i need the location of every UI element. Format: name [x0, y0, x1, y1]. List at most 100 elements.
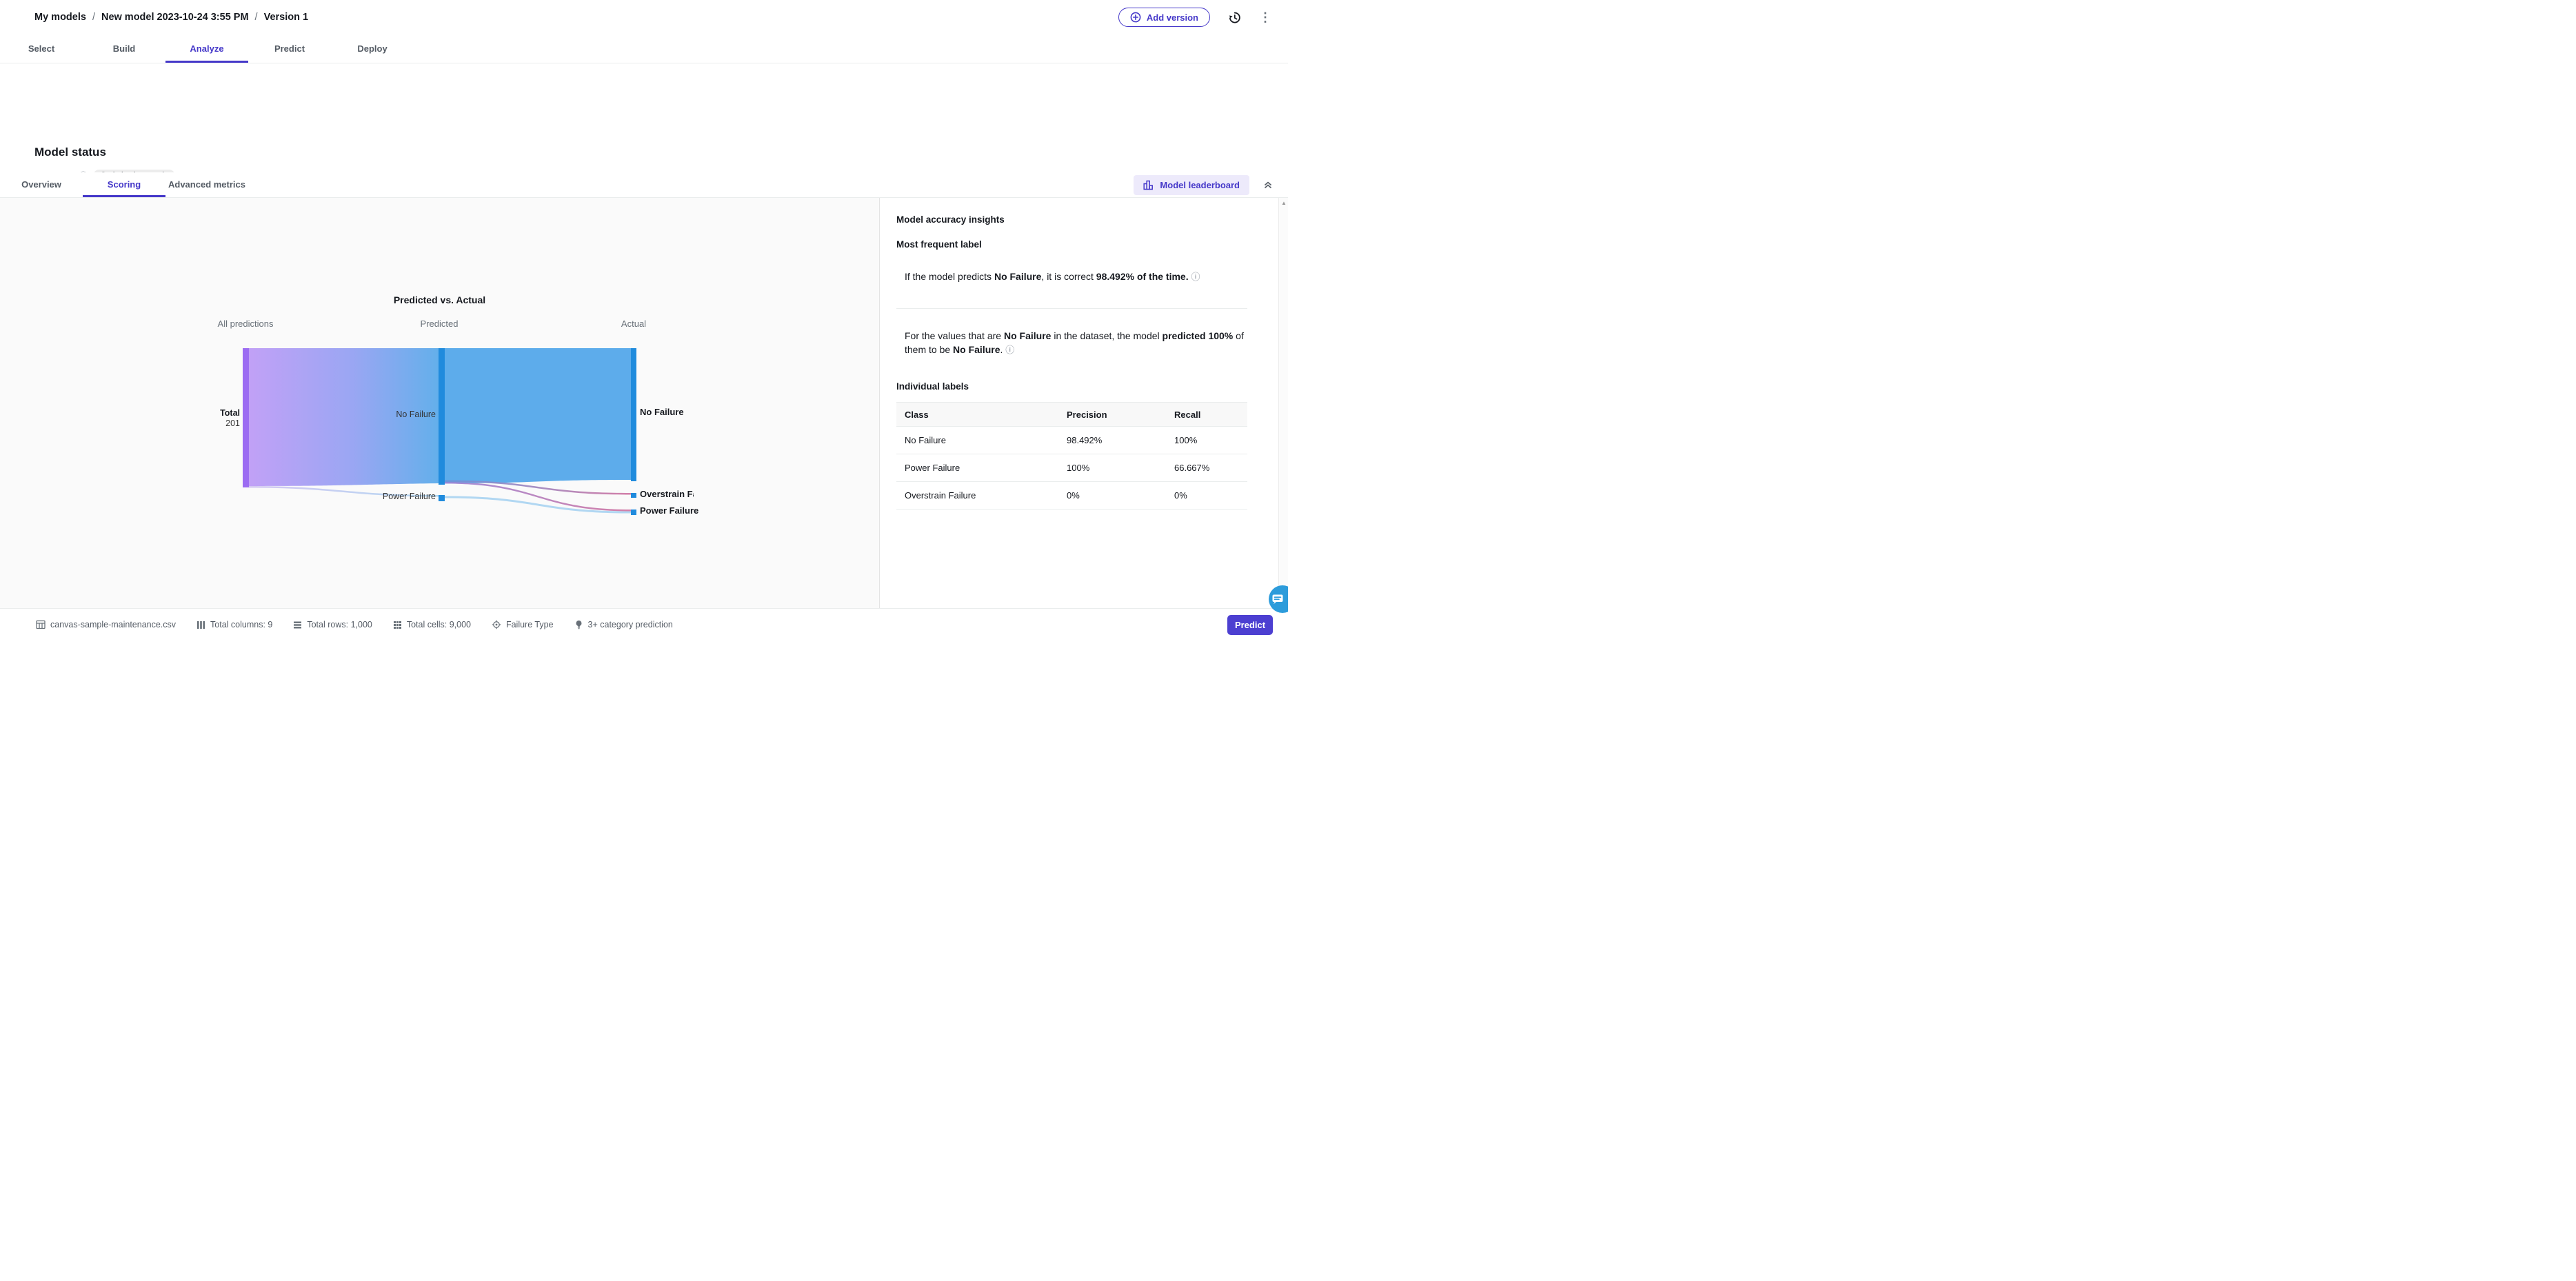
model-insights-panel: Model accuracy insights Most frequent la…	[879, 198, 1288, 608]
cell-class: Power Failure	[905, 463, 960, 473]
node-predicted-no-failure[interactable]	[439, 348, 445, 485]
breadcrumb-my-models[interactable]: My models	[34, 12, 86, 23]
scrollbar-up-arrow[interactable]: ▲	[1281, 200, 1287, 206]
breadcrumb-separator: /	[92, 12, 95, 23]
text-segment: If the model predicts	[905, 271, 994, 282]
breadcrumb-version[interactable]: Version 1	[263, 12, 309, 23]
double-chevron-up-icon	[1263, 180, 1273, 190]
bottom-predict-button[interactable]: Predict	[1227, 614, 1273, 635]
primary-tab-bar: Select Build Analyze Predict Deploy	[0, 34, 1288, 63]
kebab-icon: ⋮	[1259, 10, 1271, 24]
text-segment-bold: predicted 100%	[1162, 330, 1234, 341]
subtab-advanced-metrics[interactable]: Advanced metrics	[168, 179, 245, 190]
bar-chart-icon	[1143, 180, 1154, 190]
column-header-predicted: Predicted	[420, 319, 459, 329]
tab-select[interactable]: Select	[28, 43, 55, 54]
subtab-overview[interactable]: Overview	[21, 179, 61, 190]
individual-labels-title: Individual labels	[896, 381, 969, 392]
text-segment: .	[1000, 344, 1003, 356]
node-actual-no-failure[interactable]	[631, 348, 636, 481]
collapse-panel-button[interactable]	[1263, 180, 1273, 190]
plus-circle-icon	[1130, 12, 1141, 23]
model-status-section: Model status Accuracy ⓘ Optimization met…	[0, 63, 1288, 224]
info-icon[interactable]: ⓘ	[1191, 272, 1200, 282]
app-window: My models / New model 2023-10-24 3:55 PM…	[0, 0, 1288, 640]
rows-icon	[293, 621, 302, 629]
dataset-file-item[interactable]: canvas-sample-maintenance.csv	[36, 620, 176, 629]
spreadsheet-icon	[36, 620, 46, 629]
target-icon	[492, 620, 501, 629]
node-actual-power-failure[interactable]	[631, 510, 636, 515]
add-version-button[interactable]: Add version	[1118, 8, 1210, 27]
subtab-actions: Model leaderboard	[1134, 172, 1288, 197]
model-status-title: Model status	[34, 145, 106, 159]
sankey-predicted-power-failure-label: Power Failure	[382, 492, 436, 501]
total-columns-label: Total columns: 9	[210, 620, 273, 629]
chat-bubble-icon	[1271, 593, 1284, 605]
flow-no-failure-to-no-failure	[445, 348, 631, 483]
insights-divider	[896, 308, 1247, 309]
column-header-recall: Recall	[1174, 409, 1201, 420]
columns-icon	[197, 621, 205, 629]
tab-deploy[interactable]: Deploy	[357, 43, 388, 54]
chart-title: Predicted vs. Actual	[393, 294, 486, 305]
tab-build[interactable]: Build	[112, 43, 136, 54]
insight-precision-statement: If the model predicts No Failure, it is …	[905, 270, 1249, 284]
column-header-precision: Precision	[1067, 409, 1107, 420]
dataset-status-bar: canvas-sample-maintenance.csv Total colu…	[0, 608, 1288, 640]
cell-class: Overstrain Failure	[905, 490, 976, 501]
flow-no-failure-to-power-failure	[445, 482, 631, 512]
dataset-file-label: canvas-sample-maintenance.csv	[50, 620, 177, 629]
scoring-chart-panel: Predicted vs. Actual All predictions Pre…	[0, 198, 879, 608]
breadcrumb: My models / New model 2023-10-24 3:55 PM…	[34, 12, 308, 23]
total-rows-label: Total rows: 1,000	[307, 620, 372, 629]
cell-recall: 100%	[1174, 435, 1198, 445]
cell-precision: 100%	[1067, 463, 1090, 473]
table-row[interactable]: Power Failure 100% 66.667%	[896, 454, 1247, 482]
history-icon	[1228, 11, 1241, 24]
text-segment: of them to be	[905, 330, 1244, 356]
info-icon[interactable]: ⓘ	[1005, 345, 1015, 356]
cell-precision: 0%	[1067, 490, 1080, 501]
total-cells-label: Total cells: 9,000	[406, 620, 471, 629]
flow-total-to-no-failure	[249, 348, 439, 486]
version-history-button[interactable]	[1228, 11, 1241, 24]
text-segment-bold: No Failure	[1003, 330, 1051, 341]
chat-fab-button[interactable]	[1269, 585, 1288, 613]
cell-precision: 98.492%	[1067, 435, 1103, 445]
more-options-button[interactable]: ⋮	[1259, 11, 1271, 23]
add-version-label: Add version	[1146, 12, 1198, 23]
total-columns-item: Total columns: 9	[197, 620, 272, 629]
table-row[interactable]: Overstrain Failure 0% 0%	[896, 482, 1247, 510]
individual-labels-table: Class Precision Recall No Failure 98.492…	[896, 402, 1247, 510]
cell-recall: 66.667%	[1174, 463, 1210, 473]
node-actual-overstrain-failure[interactable]	[631, 493, 636, 498]
panel-scrollbar[interactable]: ▲	[1278, 198, 1288, 608]
column-header-actual: Actual	[621, 319, 647, 329]
breadcrumb-separator: /	[254, 12, 258, 23]
model-type-item: 3+ category prediction	[574, 620, 673, 629]
cell-recall: 0%	[1174, 490, 1187, 501]
flow-no-failure-to-overstrain-failure	[445, 480, 631, 495]
analysis-subtab-bar: Overview Scoring Advanced metrics Model …	[0, 172, 1288, 198]
node-total[interactable]	[243, 348, 249, 487]
table-row[interactable]: No Failure 98.492% 100%	[896, 427, 1247, 454]
tab-analyze[interactable]: Analyze	[165, 34, 248, 63]
text-segment: in the dataset, the model	[1051, 330, 1163, 341]
text-segment-bold: No Failure	[953, 344, 1000, 356]
text-segment-bold: No Failure	[994, 271, 1042, 282]
insight-recall-statement: For the values that are No Failure in th…	[905, 329, 1249, 357]
sankey-actual-overstrain-failure-label: Overstrain Failure	[640, 489, 694, 499]
total-cells-item: Failure Type Total cells: 9,000	[393, 620, 471, 629]
subtab-scoring[interactable]: Scoring	[83, 172, 165, 197]
model-leaderboard-button[interactable]: Model leaderboard	[1134, 174, 1249, 195]
text-segment: For the values that are	[905, 330, 1004, 341]
node-predicted-power-failure[interactable]	[439, 495, 445, 501]
model-type-label: 3+ category prediction	[587, 620, 673, 629]
breadcrumb-model-name[interactable]: New model 2023-10-24 3:55 PM	[101, 12, 249, 23]
sankey-total-value: 201	[225, 418, 240, 428]
column-header-all-predictions: All predictions	[217, 319, 274, 329]
cells-grid-icon	[393, 621, 402, 629]
tab-predict[interactable]: Predict	[274, 43, 305, 54]
main-content: Predicted vs. Actual All predictions Pre…	[0, 198, 1288, 608]
